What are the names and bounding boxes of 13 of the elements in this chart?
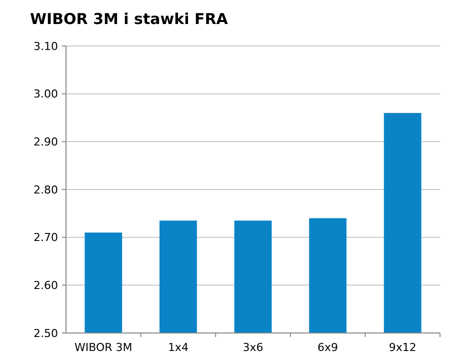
x-tick-label: 6x9 xyxy=(318,341,338,354)
x-tick-label: 3x6 xyxy=(242,341,264,354)
y-tick-label: 3.00 xyxy=(34,88,58,101)
y-tick-label: 2.50 xyxy=(34,326,58,340)
y-tick-label: 2.70 xyxy=(34,231,58,244)
y-tick-label: 2.80 xyxy=(34,183,58,196)
y-tick-label: 3.10 xyxy=(34,40,58,53)
x-tick-label: WIBOR 3M xyxy=(74,341,132,354)
chart-title: WIBOR 3M i stawki FRA xyxy=(30,10,228,28)
y-tick-label: 2.60 xyxy=(34,279,58,292)
y-tick-label: 2.90 xyxy=(34,136,58,149)
x-tick-label: 1x4 xyxy=(168,341,188,354)
x-tick-label: 9x12 xyxy=(388,341,416,354)
